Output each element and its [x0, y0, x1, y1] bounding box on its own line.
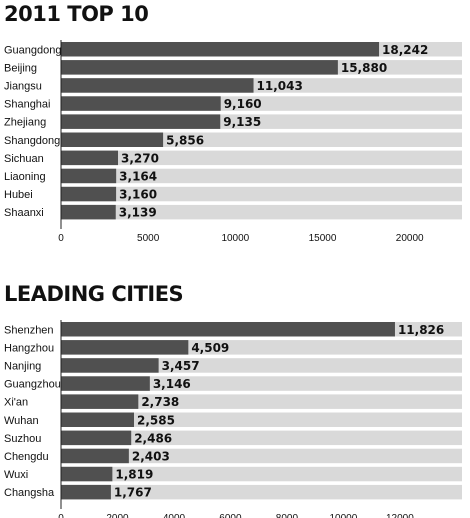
bar-track: [61, 150, 462, 166]
bar: [61, 42, 380, 57]
category-label: Shanghai: [4, 99, 51, 111]
value-label: 11,043: [257, 79, 303, 93]
value-label: 3,270: [121, 151, 159, 165]
value-label: 1,767: [114, 486, 152, 500]
value-label: 3,160: [119, 188, 157, 202]
category-label: Guangzhou: [4, 379, 61, 391]
bar: [61, 394, 139, 409]
bar: [61, 150, 119, 166]
value-label: 2,403: [132, 449, 170, 463]
x-tick-label: 12000: [386, 513, 414, 518]
bar-track: [61, 358, 462, 373]
category-label: Changsha: [4, 487, 55, 499]
chart-1-title: 2011 TOP 10: [4, 2, 149, 26]
bar-track: [61, 484, 462, 500]
category-label: Wuxi: [4, 469, 28, 481]
category-label: Hubei: [4, 189, 33, 201]
bar: [61, 466, 113, 482]
bar-track: [61, 186, 462, 202]
category-label: Shaanxi: [4, 207, 44, 219]
x-tick-label: 10000: [329, 513, 357, 518]
category-label: Suzhou: [4, 433, 41, 445]
category-label: Chengdu: [4, 451, 49, 463]
bar-track: [61, 466, 462, 482]
x-tick-label: 20000: [396, 233, 424, 244]
x-tick-label: 0: [58, 513, 64, 518]
value-label: 2,486: [134, 431, 172, 445]
bar: [61, 340, 189, 355]
x-tick-label: 0: [58, 233, 64, 244]
bar: [61, 78, 254, 93]
category-label: Xi'an: [4, 397, 28, 409]
value-label: 9,135: [223, 115, 261, 129]
value-label: 15,880: [341, 61, 387, 75]
bar: [61, 412, 134, 427]
category-label: Sichuan: [4, 153, 44, 165]
value-label: 18,242: [382, 43, 428, 57]
bar: [61, 448, 129, 464]
value-label: 3,146: [153, 377, 191, 391]
category-label: Shangdong: [4, 135, 60, 147]
value-label: 9,160: [224, 97, 262, 111]
bar-track: [61, 376, 462, 391]
category-label: Jiangsu: [4, 80, 42, 92]
value-label: 3,139: [119, 206, 157, 220]
category-label: Beijing: [4, 62, 37, 74]
bar: [61, 186, 117, 202]
value-label: 3,164: [119, 169, 157, 183]
bar-track: [61, 448, 462, 464]
x-tick-label: 4000: [163, 513, 186, 518]
value-label: 11,826: [398, 323, 444, 337]
category-label: Shenzhen: [4, 324, 54, 336]
category-label: Wuhan: [4, 415, 39, 427]
value-label: 4,509: [191, 341, 229, 355]
bar: [61, 376, 150, 391]
x-tick-label: 5000: [137, 233, 160, 244]
value-label: 1,819: [115, 468, 153, 482]
bar: [61, 60, 338, 75]
category-label: Nanjing: [4, 360, 41, 372]
value-label: 2,738: [141, 395, 179, 409]
x-tick-label: 10000: [221, 233, 249, 244]
chart-2-title: LEADING CITIES: [4, 282, 184, 306]
bar: [61, 96, 221, 111]
bar: [61, 484, 111, 500]
bar: [61, 430, 132, 446]
value-label: 3,457: [162, 359, 200, 373]
bar-track: [61, 394, 462, 409]
category-label: Hangzhou: [4, 342, 54, 354]
category-label: Guangdong: [4, 44, 62, 56]
bar: [61, 168, 117, 184]
x-tick-label: 6000: [219, 513, 242, 518]
chart-leading-cities: Shenzhen 11,826 Hangzhou 4,509 Nanjing 3,457 G…: [4, 320, 462, 518]
bar-track: [61, 204, 462, 220]
bar: [61, 322, 395, 337]
value-label: 5,856: [166, 133, 204, 147]
chart-2011-top-10: Guangdong 18,242 Beijing 15,880 Jiangsu 11,04…: [4, 40, 462, 244]
bar-track: [61, 430, 462, 446]
bar: [61, 132, 164, 147]
x-tick-label: 8000: [276, 513, 299, 518]
bar: [61, 114, 221, 129]
bar: [61, 358, 159, 373]
category-label: Liaoning: [4, 171, 46, 183]
x-tick-label: 2000: [106, 513, 129, 518]
x-tick-label: 15000: [309, 233, 337, 244]
category-label: Zhejiang: [4, 117, 46, 129]
bar-track: [61, 168, 462, 184]
bar: [61, 204, 116, 220]
value-label: 2,585: [137, 413, 175, 427]
bar-track: [61, 412, 462, 427]
